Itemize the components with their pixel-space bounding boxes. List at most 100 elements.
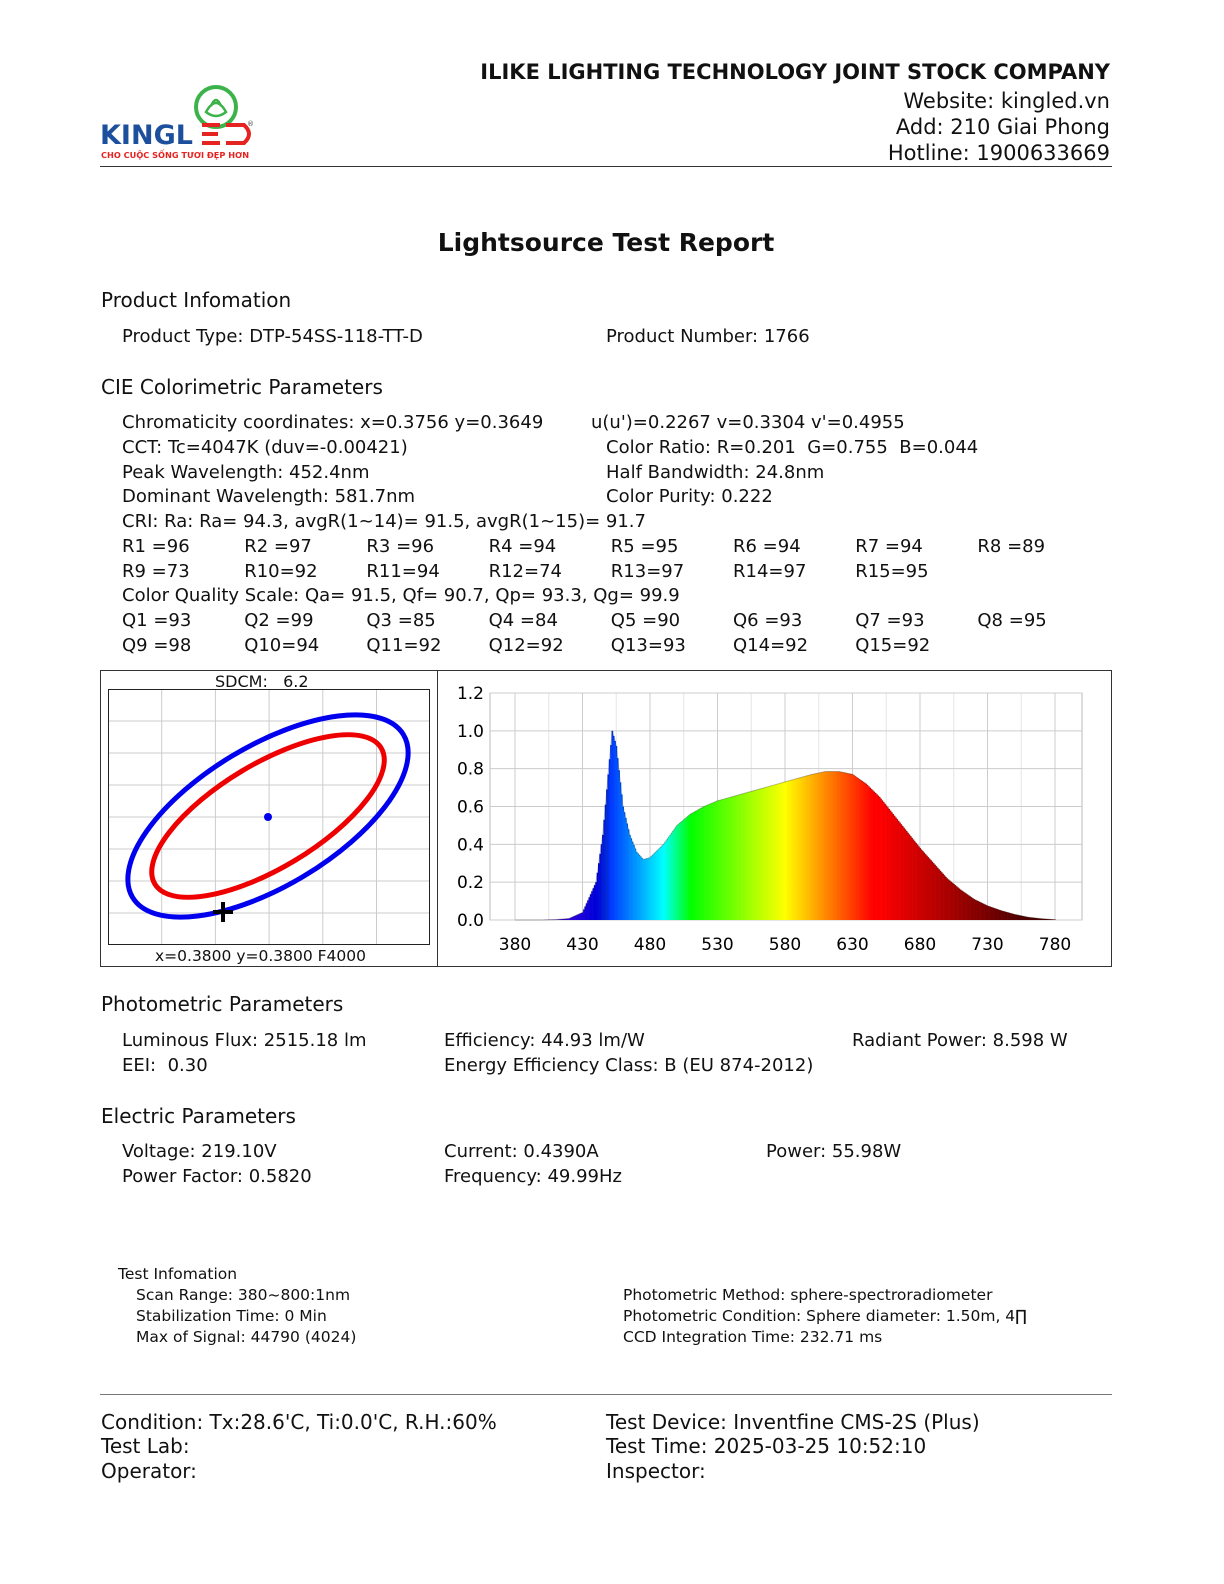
reference-marker [213, 902, 233, 922]
spectrum-bar [745, 792, 747, 920]
spectrum-bar [674, 827, 677, 920]
sdcm-footer: x=0.3800 y=0.3800 F4000 [155, 947, 367, 965]
product-type: Product Type: DTP-54SS-118-TT-D [122, 326, 423, 347]
spectrum-bar [824, 771, 827, 920]
spectrum-bar [683, 819, 685, 920]
spectrum-bar [772, 785, 774, 920]
spectrum-bar [669, 834, 672, 920]
spectrum-bar [1024, 916, 1027, 920]
spectrum-bar [587, 900, 589, 920]
efficiency: Efficiency: 44.93 lm/W [444, 1030, 645, 1051]
spectrum-bar [1015, 914, 1017, 920]
y-tick-label: 0.4 [457, 835, 484, 855]
spectrum-bar [944, 876, 947, 920]
spectrum-bar [916, 844, 919, 920]
spectrum-bar [1032, 917, 1035, 920]
x-tick-label: 580 [769, 935, 801, 955]
spectrum-bar [692, 812, 695, 920]
cri-value: R1 =96 [122, 536, 190, 557]
spectrum-bar [747, 792, 750, 920]
spectrum-bar [755, 789, 758, 920]
spectrum-bar [893, 815, 896, 920]
spectrum-bar [700, 808, 703, 920]
y-tick-label: 1.0 [457, 722, 484, 742]
photometric-heading: Photometric Parameters [101, 992, 344, 1016]
spectrum-bar [807, 775, 809, 920]
spectrum-bar [607, 774, 610, 920]
spectrum-bar [818, 772, 820, 920]
spectrum-bar [990, 907, 993, 920]
spectrum-bar [764, 787, 766, 920]
spectrum-bar [593, 885, 596, 920]
spectrum-bar [994, 908, 997, 920]
spectrum-bar [862, 781, 865, 920]
spectrum-bar [572, 916, 575, 920]
eei: EEI: 0.30 [122, 1055, 208, 1076]
spectrum-bar [977, 901, 980, 920]
spectrum-bar [989, 906, 992, 920]
spectrum-bar [1007, 912, 1009, 920]
spectrum-bar [774, 784, 777, 920]
x-tick-label: 780 [1039, 935, 1071, 955]
spectrum-bar [734, 795, 737, 920]
spectrum-bar [834, 771, 836, 920]
spectrum-bar [662, 844, 665, 920]
spectrum-bar [886, 807, 889, 920]
scan-range: Scan Range: 380~800:1nm [136, 1286, 351, 1304]
spectrum-bar [762, 787, 765, 920]
spectrum-bar [689, 814, 692, 920]
spectrum-bar [612, 735, 615, 920]
spectrum-bar [865, 783, 867, 920]
spectrum-bar [800, 777, 803, 920]
spectrum-bar [998, 910, 1001, 920]
spectrum-bar [1043, 918, 1046, 920]
spectrum-bar [923, 852, 926, 920]
spectrum-bar [642, 859, 645, 920]
test-info-heading: Test Infomation [118, 1265, 238, 1283]
spectrum-bar [1020, 915, 1023, 920]
spectrum-bar [896, 819, 899, 920]
spectrum-bar [589, 894, 592, 920]
spectrum-bar [969, 896, 971, 920]
spectrum-bar [603, 819, 606, 920]
spectrum-bar [823, 771, 826, 920]
max-signal: Max of Signal: 44790 (4024) [136, 1328, 357, 1346]
spectrum-bar [727, 797, 730, 920]
spectrum-bar [681, 820, 684, 920]
spectrum-bar [697, 809, 700, 920]
spectrum-bar [984, 904, 986, 920]
spectrum-bar [845, 772, 847, 920]
spectrum-bar [936, 867, 939, 920]
spectrum-bar [797, 778, 800, 920]
spectrum-bar [903, 827, 905, 920]
cqs-value: Q7 =93 [855, 610, 925, 631]
spectrum-bar [1031, 917, 1034, 920]
spectrum-bar [1036, 918, 1039, 920]
spectrum-bar [580, 913, 583, 920]
spectrum-bar [853, 775, 855, 920]
cqs-value: Q10=94 [244, 635, 320, 656]
spectrum-bar [592, 888, 595, 920]
spectrum-bar [758, 789, 761, 920]
spectrum-bar [908, 834, 911, 920]
test-time: Test Time: 2025-03-25 10:52:10 [606, 1434, 927, 1458]
spectrum-bar [741, 794, 743, 920]
spectrum-bar [869, 787, 872, 920]
spectrum-bar [793, 779, 796, 920]
spectrum-bar [812, 774, 815, 920]
spectrum-bar [858, 779, 861, 920]
spectrum-bar [724, 798, 727, 920]
spectrum-bar [701, 807, 704, 920]
spectrum-bar [627, 829, 630, 920]
spectrum-bar [928, 858, 931, 920]
spectrum-bar [703, 806, 705, 920]
spectrum-bar [866, 785, 869, 920]
spectrum-bar [610, 745, 612, 920]
spectrum-bar [992, 907, 994, 920]
spectrum-bar [785, 781, 788, 920]
spectrum-bar [880, 798, 882, 920]
spectrum-bar [561, 919, 564, 920]
spectrum-bar [639, 856, 642, 920]
spectrum-bar [660, 846, 662, 920]
chromaticity: Chromaticity coordinates: x=0.3756 y=0.3… [122, 412, 544, 433]
